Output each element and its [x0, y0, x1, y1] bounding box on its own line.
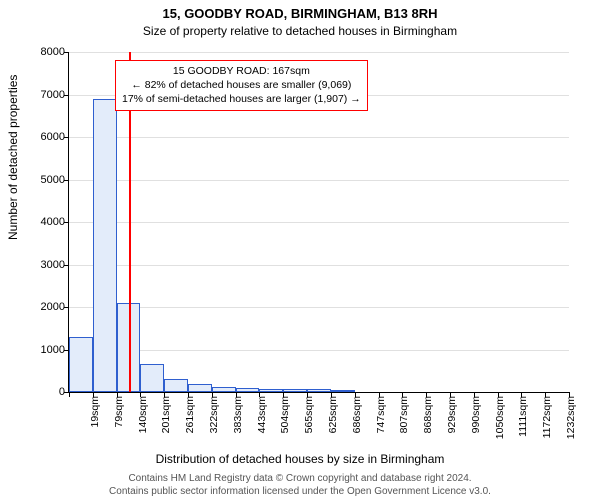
ytick-label: 7000 [25, 89, 65, 101]
xtick-label: 383sqm [232, 396, 244, 444]
annotation-line3: 17% of semi-detached houses are larger (… [122, 92, 361, 106]
chart-container: 15, GOODBY ROAD, BIRMINGHAM, B13 8RH Siz… [0, 0, 600, 500]
xtick-label: 929sqm [446, 396, 458, 444]
ytick-label: 8000 [25, 46, 65, 58]
xtick-mark [498, 392, 499, 397]
ytick-label: 6000 [25, 131, 65, 143]
annotation-box: 15 GOODBY ROAD: 167sqm ← 82% of detached… [115, 60, 368, 111]
y-axis-label: Number of detached properties [6, 75, 20, 240]
xtick-mark [93, 392, 94, 397]
plot-area: 15 GOODBY ROAD: 167sqm ← 82% of detached… [68, 52, 569, 393]
ytick-label: 1000 [25, 344, 65, 356]
xtick-label: 443sqm [256, 396, 268, 444]
xtick-label: 807sqm [398, 396, 410, 444]
xtick-label: 261sqm [184, 396, 196, 444]
xtick-mark [164, 392, 165, 397]
bar [307, 389, 331, 392]
xtick-label: 686sqm [351, 396, 363, 444]
xtick-label: 990sqm [470, 396, 482, 444]
ytick-label: 4000 [25, 216, 65, 228]
annotation-line1: 15 GOODBY ROAD: 167sqm [122, 64, 361, 78]
xtick-mark [355, 392, 356, 397]
page-subtitle: Size of property relative to detached ho… [0, 24, 600, 38]
bar [164, 379, 188, 392]
bar [212, 387, 236, 392]
xtick-mark [236, 392, 237, 397]
xtick-mark [140, 392, 141, 397]
bar [188, 384, 212, 392]
bar [69, 337, 93, 392]
xtick-mark [212, 392, 213, 397]
bar [93, 99, 117, 392]
xtick-mark [379, 392, 380, 397]
xtick-mark [307, 392, 308, 397]
xtick-mark [545, 392, 546, 397]
xtick-mark [569, 392, 570, 397]
ytick-label: 0 [25, 386, 65, 398]
xtick-mark [188, 392, 189, 397]
xtick-label: 1172sqm [541, 396, 553, 444]
xtick-label: 140sqm [137, 396, 149, 444]
xtick-label: 322sqm [208, 396, 220, 444]
annotation-line2: ← 82% of detached houses are smaller (9,… [122, 78, 361, 92]
bar [283, 389, 307, 392]
xtick-mark [474, 392, 475, 397]
x-axis-label: Distribution of detached houses by size … [0, 452, 600, 466]
xtick-label: 79sqm [113, 396, 125, 444]
xtick-mark [69, 392, 70, 397]
xtick-label: 19sqm [89, 396, 101, 444]
bar [140, 364, 164, 392]
ytick-label: 2000 [25, 301, 65, 313]
xtick-label: 868sqm [422, 396, 434, 444]
page-title: 15, GOODBY ROAD, BIRMINGHAM, B13 8RH [0, 6, 600, 21]
xtick-mark [259, 392, 260, 397]
bar [236, 388, 260, 392]
xtick-label: 565sqm [303, 396, 315, 444]
xtick-label: 1050sqm [494, 396, 506, 444]
credits: Contains HM Land Registry data © Crown c… [0, 473, 600, 498]
xtick-label: 747sqm [375, 396, 387, 444]
bar [331, 390, 355, 392]
xtick-mark [402, 392, 403, 397]
ytick-label: 5000 [25, 174, 65, 186]
xtick-mark [426, 392, 427, 397]
xtick-label: 625sqm [327, 396, 339, 444]
xtick-mark [521, 392, 522, 397]
credits-line2: Contains public sector information licen… [0, 486, 600, 499]
xtick-label: 201sqm [160, 396, 172, 444]
xtick-mark [331, 392, 332, 397]
xtick-label: 1111sqm [517, 396, 529, 444]
xtick-label: 1232sqm [565, 396, 577, 444]
xtick-label: 504sqm [279, 396, 291, 444]
ytick-label: 3000 [25, 259, 65, 271]
bar [259, 389, 283, 392]
credits-line1: Contains HM Land Registry data © Crown c… [0, 473, 600, 486]
xtick-mark [117, 392, 118, 397]
xtick-mark [283, 392, 284, 397]
xtick-mark [450, 392, 451, 397]
